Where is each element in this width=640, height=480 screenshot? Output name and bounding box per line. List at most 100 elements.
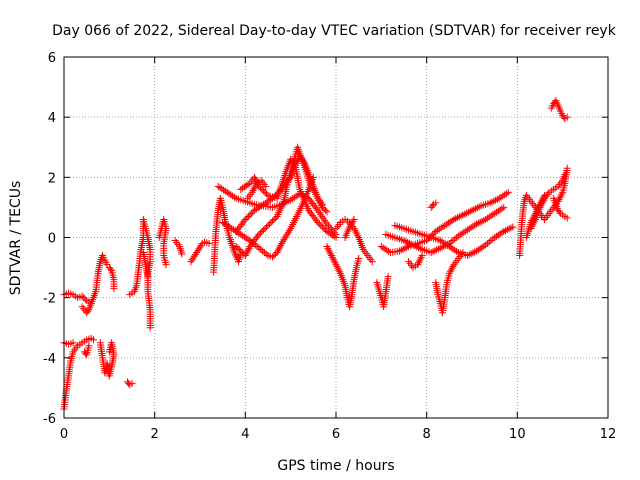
data-point [222,221,230,229]
data-point [162,261,170,269]
data-point [242,234,250,242]
data-point [450,215,458,223]
data-point [494,231,502,239]
series-s29 [427,199,440,211]
series-s10 [139,249,152,281]
data-point [455,213,463,221]
data-point [242,250,250,258]
data-point [331,259,339,267]
data-point [563,164,571,172]
x-tick-label: 12 [600,427,617,442]
data-point [262,250,270,258]
data-point [249,187,257,195]
data-point [438,238,446,246]
y-tick-label: -2 [43,292,56,307]
data-point [452,215,460,223]
data-point [492,232,500,240]
data-point [106,265,114,273]
data-point [221,187,229,195]
data-point [332,234,340,241]
data-point [270,215,278,223]
data-point [253,243,261,251]
data-point [188,256,196,264]
data-point [492,208,500,216]
data-point [262,182,270,190]
data-point [229,192,237,200]
data-point [563,113,571,121]
data-point [441,221,449,229]
data-point [417,253,425,261]
data-point [87,300,95,308]
data-point [274,247,282,255]
data-point [264,221,272,229]
data-point [474,246,482,254]
data-point [444,219,452,227]
data-point [230,193,238,201]
data-point [352,228,360,236]
data-point [261,188,269,196]
data-point [493,195,501,203]
data-point [81,295,89,303]
data-point [538,197,546,205]
data-point [220,186,228,194]
data-point [409,241,417,249]
series-s6 [96,339,118,380]
data-point [256,203,264,211]
data-point [251,183,259,191]
data-point [436,237,444,245]
data-point [328,253,336,261]
data-point [467,224,475,232]
data-point [320,224,328,232]
data-point [381,245,389,253]
data-point [416,255,424,263]
data-point [540,193,548,201]
data-point [267,218,275,226]
data-point [234,244,242,252]
data-point [244,235,252,243]
data-point [502,190,510,198]
data-point [401,244,409,252]
data-point [327,230,335,238]
data-point [431,247,439,255]
data-point [563,214,571,222]
series-s12 [171,237,186,258]
data-point [285,197,293,205]
data-point [197,241,205,249]
data-point [413,243,421,251]
data-point [507,224,515,232]
data-point [144,273,152,281]
data-point [429,230,437,238]
data-point [415,259,423,267]
data-point [216,184,224,192]
data-point [492,196,500,204]
data-point [224,222,232,230]
data-point [461,210,469,218]
data-point [288,195,296,203]
data-point [486,199,494,207]
y-tick-label: 0 [48,232,56,247]
data-point [321,206,329,214]
data-point [444,241,452,249]
data-point [468,206,476,214]
data-point [432,199,440,207]
data-point [473,204,481,212]
data-point [414,261,422,269]
data-point [418,252,426,260]
data-point [472,205,480,213]
data-point [69,339,77,347]
data-point [407,240,415,248]
data-point [449,262,457,270]
data-point [435,225,443,233]
data-point [440,239,448,247]
data-point [219,218,227,226]
data-point [453,214,461,222]
data-point [499,192,507,200]
data-point [383,246,391,254]
data-point [320,205,328,213]
series-s11 [155,215,170,269]
data-point [110,285,118,293]
data-point [259,247,267,255]
data-point [557,192,565,200]
data-point [244,212,252,220]
